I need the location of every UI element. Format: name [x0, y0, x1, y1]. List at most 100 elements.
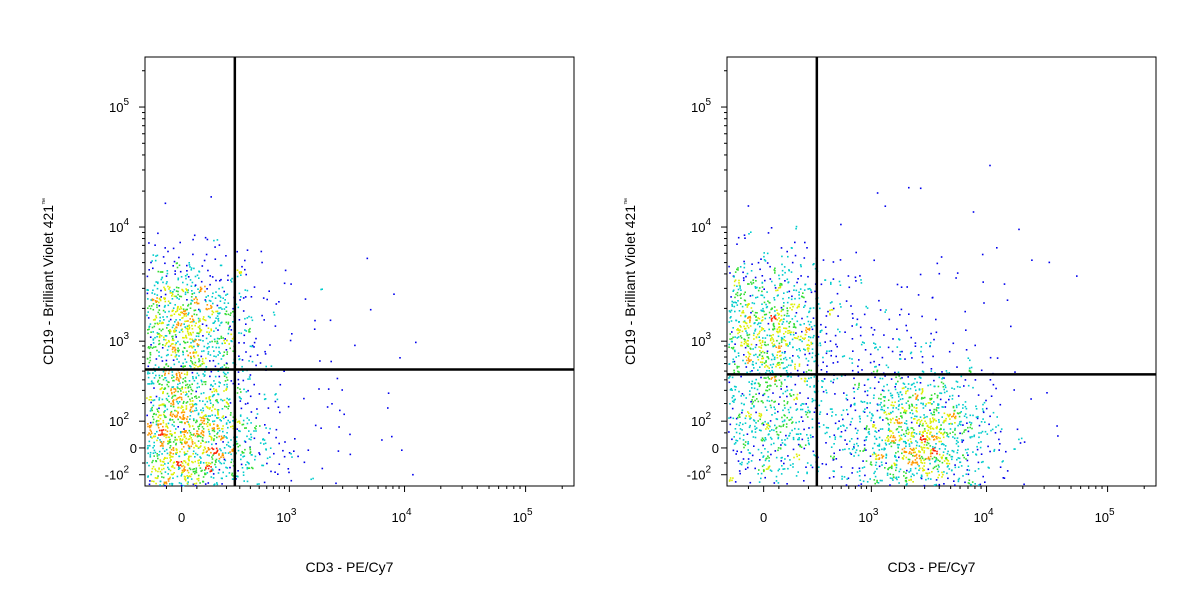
- event-dot: [768, 388, 771, 391]
- event-dot: [830, 309, 833, 311]
- event-dot: [248, 467, 251, 469]
- event-dot: [892, 435, 895, 437]
- event-dot: [185, 277, 187, 280]
- event-dot: [165, 423, 168, 425]
- event-dot: [858, 359, 860, 361]
- event-dot: [831, 309, 834, 311]
- event-dot: [926, 432, 928, 434]
- event-dot: [284, 269, 287, 272]
- event-dot: [196, 372, 199, 375]
- event-dot: [191, 361, 193, 363]
- event-dot: [172, 405, 175, 408]
- event-dot: [748, 303, 750, 305]
- event-dot: [857, 484, 860, 487]
- event-dot: [792, 394, 795, 396]
- event-dot: [768, 457, 770, 459]
- event-dot: [896, 283, 899, 286]
- event-dot: [199, 329, 202, 332]
- event-dot: [156, 297, 158, 299]
- event-dot: [916, 410, 918, 413]
- event-dot: [169, 445, 172, 447]
- event-dot: [778, 345, 780, 347]
- event-dot: [779, 431, 782, 433]
- event-dot: [161, 375, 163, 377]
- event-dot: [349, 453, 352, 456]
- event-dot: [222, 425, 224, 427]
- event-dot: [165, 359, 168, 362]
- event-dot: [202, 420, 204, 422]
- event-dot: [202, 476, 205, 478]
- event-dot: [213, 427, 215, 429]
- event-dot: [909, 468, 912, 470]
- event-dot: [162, 419, 165, 422]
- event-dot: [804, 411, 807, 413]
- event-dot: [921, 467, 924, 470]
- event-dot: [967, 465, 970, 467]
- event-dot: [947, 414, 949, 417]
- event-dot: [156, 453, 158, 455]
- event-dot: [735, 423, 738, 426]
- event-dot: [955, 439, 958, 442]
- event-dot: [165, 416, 167, 418]
- event-dot: [197, 440, 200, 442]
- event-dot: [795, 409, 798, 411]
- event-dot: [183, 411, 186, 414]
- event-dot: [194, 285, 196, 287]
- event-dot: [881, 389, 884, 392]
- event-dot: [930, 394, 933, 396]
- event-dot: [834, 393, 836, 395]
- event-dot: [190, 473, 193, 476]
- event-dot: [202, 409, 205, 412]
- event-dot: [780, 247, 783, 249]
- event-dot: [202, 335, 204, 337]
- event-dot: [167, 250, 169, 253]
- event-dot: [158, 454, 160, 456]
- event-dot: [839, 259, 842, 261]
- event-dot: [782, 409, 784, 412]
- event-dot: [162, 256, 165, 258]
- event-dot: [740, 375, 742, 378]
- event-dot: [193, 292, 196, 294]
- event-dot: [883, 390, 885, 392]
- event-dot: [147, 476, 149, 478]
- event-dot: [188, 459, 190, 461]
- event-dot: [770, 378, 772, 380]
- event-dot: [197, 446, 200, 449]
- event-dot: [782, 468, 784, 470]
- event-dot: [741, 429, 743, 431]
- event-dot: [740, 297, 742, 299]
- event-dot: [781, 338, 784, 340]
- event-dot: [761, 340, 764, 342]
- event-dot: [209, 399, 211, 402]
- event-dot: [969, 436, 972, 439]
- event-dot: [240, 458, 242, 461]
- event-dot: [862, 480, 865, 483]
- event-dot: [863, 466, 866, 468]
- event-dot: [954, 427, 956, 430]
- event-dot: [219, 461, 221, 464]
- event-dot: [883, 400, 886, 402]
- event-dot: [170, 412, 172, 414]
- event-dot: [213, 420, 216, 422]
- event-dot: [220, 335, 223, 338]
- event-dot: [174, 273, 176, 275]
- event-dot: [185, 361, 188, 363]
- event-dot: [290, 283, 292, 285]
- event-dot: [227, 419, 229, 422]
- event-dot: [873, 424, 876, 426]
- event-dot: [972, 386, 974, 389]
- event-dot: [291, 456, 293, 458]
- event-dot: [190, 359, 192, 362]
- event-dot: [195, 301, 198, 304]
- event-dot: [739, 303, 742, 305]
- event-dot: [750, 307, 753, 309]
- event-dot: [167, 436, 170, 438]
- event-dot: [775, 346, 778, 348]
- event-dot: [740, 341, 743, 344]
- event-dot: [940, 428, 942, 430]
- event-dot: [821, 329, 823, 332]
- event-dot: [215, 452, 217, 454]
- event-dot: [227, 403, 229, 405]
- event-dot: [184, 293, 187, 296]
- event-dot: [216, 425, 219, 428]
